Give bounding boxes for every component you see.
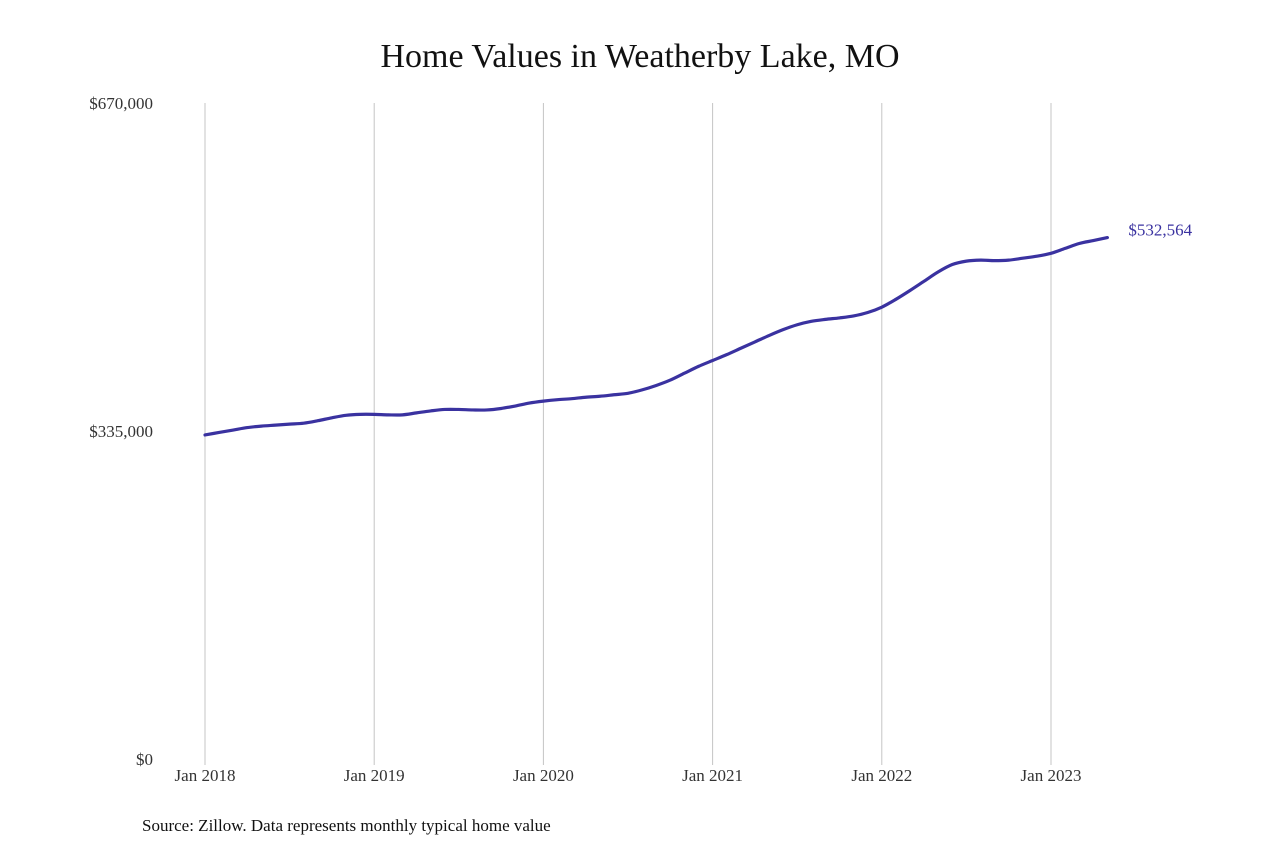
chart-title: Home Values in Weatherby Lake, MO — [380, 38, 900, 75]
x-tick-label: Jan 2020 — [513, 766, 574, 785]
x-tick-label: Jan 2022 — [851, 766, 912, 785]
series-line — [203, 235, 1109, 437]
source-note: Source: Zillow. Data represents monthly … — [142, 816, 551, 835]
x-tick-label: Jan 2018 — [175, 766, 236, 785]
x-tick-label: Jan 2019 — [344, 766, 405, 785]
x-tick-label: Jan 2021 — [682, 766, 743, 785]
y-tick-label: $0 — [136, 750, 153, 769]
y-tick-label: $335,000 — [89, 422, 153, 441]
x-tick-label: Jan 2023 — [1021, 766, 1082, 785]
end-value-label: $532,564 — [1128, 221, 1192, 240]
y-tick-label: $670,000 — [89, 94, 153, 113]
